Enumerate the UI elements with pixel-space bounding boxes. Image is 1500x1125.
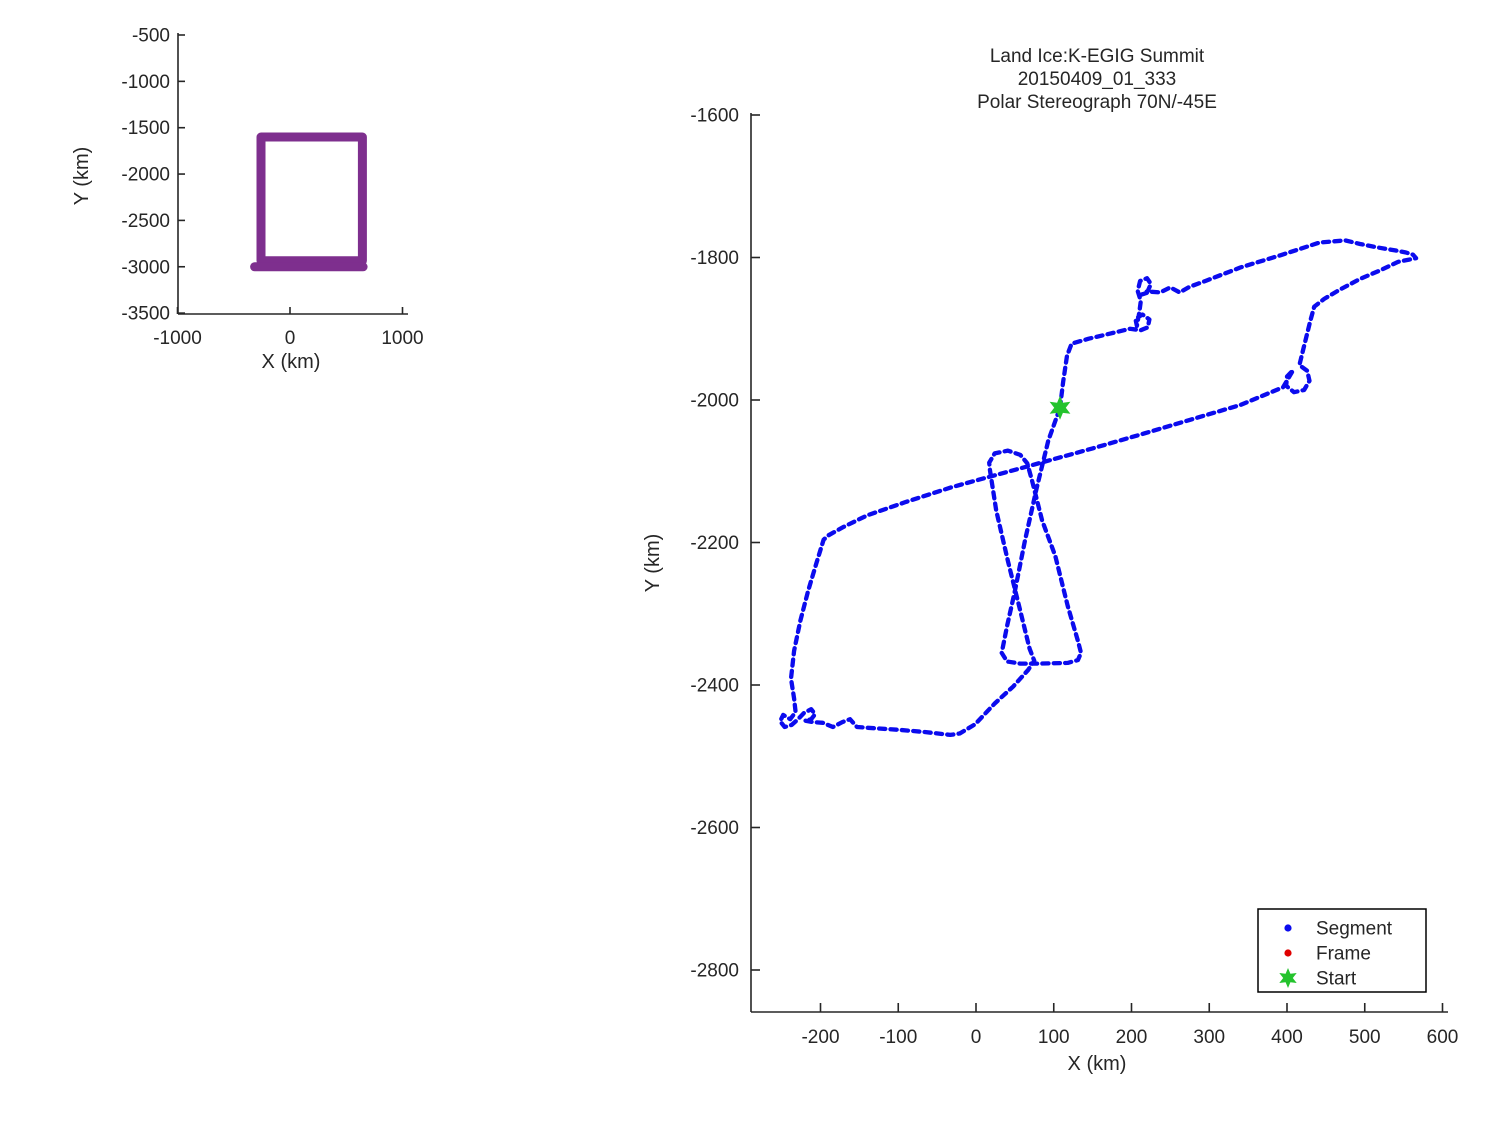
legend-label-segment: Segment: [1316, 919, 1393, 940]
y-tick-label: -1800: [690, 248, 739, 269]
plot-title-line3: Polar Stereograph 70N/-45E: [977, 92, 1217, 113]
y-tick-label: -2200: [690, 533, 739, 554]
start-marker: [1049, 395, 1071, 420]
y-tick-label: -2000: [690, 391, 739, 412]
y-tick-label: -3000: [121, 257, 170, 278]
x-tick-label: -1000: [153, 328, 202, 349]
overview-plot: -1000 0 1000 -500 -1000 -1500 -2000 -2500 -3000 -…: [71, 26, 424, 374]
legend-start-marker-icon: [1279, 968, 1297, 988]
y-tick-label: -1600: [690, 106, 739, 127]
main-y-axis-label: Y (km): [642, 534, 664, 593]
legend: Segment Frame Start: [1257, 908, 1427, 993]
flight-track-path: [777, 238, 1419, 738]
y-tick-label: -1500: [121, 118, 170, 139]
x-tick-label: -200: [801, 1027, 839, 1048]
y-tick-label: -2800: [690, 961, 739, 982]
y-tick-label: -2000: [121, 165, 170, 186]
legend-frame-marker-icon: [1284, 949, 1292, 957]
x-tick-label: 100: [1038, 1027, 1070, 1048]
x-tick-label: 600: [1427, 1027, 1459, 1048]
y-tick-label: -2600: [690, 818, 739, 839]
overview-x-axis-label: X (km): [262, 351, 321, 373]
x-tick-label: 400: [1271, 1027, 1303, 1048]
x-tick-label: 0: [285, 328, 296, 349]
overview-track-extent: [250, 132, 368, 272]
legend-label-start: Start: [1316, 969, 1357, 990]
x-tick-label: 1000: [381, 328, 423, 349]
plot-title-line1: Land Ice:K-EGIG Summit: [990, 46, 1205, 67]
x-tick-label: 500: [1349, 1027, 1381, 1048]
flight-track-axes: -200 -100 0 100 200 300 400 500 600 -1600 -1800 -20…: [690, 106, 1458, 1049]
y-tick-label: -500: [132, 26, 170, 47]
y-tick-label: -2500: [121, 211, 170, 232]
overview-axes: -1000 0 1000 -500 -1000 -1500 -2000 -2500 -3000 -…: [121, 26, 423, 350]
x-tick-label: 300: [1193, 1027, 1225, 1048]
y-tick-label: -1000: [121, 72, 170, 93]
x-tick-label: 0: [971, 1027, 982, 1048]
legend-label-frame: Frame: [1316, 944, 1371, 965]
flight-track-plot: Land Ice:K-EGIG Summit 20150409_01_333 P…: [642, 46, 1458, 1075]
series-flight-extent-box: [256, 132, 367, 266]
x-tick-label: 200: [1116, 1027, 1148, 1048]
series-segment: [777, 238, 1419, 738]
y-tick-label: -2400: [690, 676, 739, 697]
y-tick-label: -3500: [121, 304, 170, 325]
plot-title-line2: 20150409_01_333: [1018, 69, 1177, 90]
main-x-axis-label: X (km): [1068, 1053, 1127, 1075]
legend-segment-marker-icon: [1284, 924, 1292, 932]
overview-y-axis-label: Y (km): [71, 147, 93, 206]
x-tick-label: -100: [879, 1027, 917, 1048]
